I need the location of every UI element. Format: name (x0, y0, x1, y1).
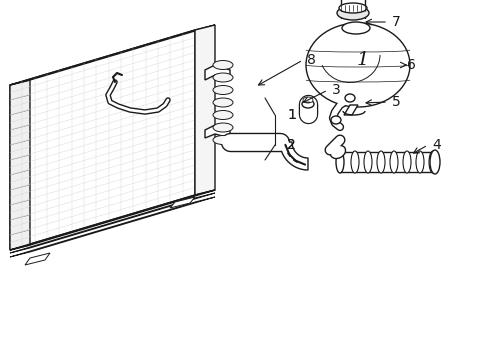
Polygon shape (10, 30, 195, 250)
Ellipse shape (213, 86, 233, 95)
Text: 1: 1 (287, 108, 296, 122)
Ellipse shape (429, 151, 437, 173)
Polygon shape (10, 190, 215, 250)
Polygon shape (10, 80, 30, 250)
Polygon shape (280, 142, 308, 170)
Ellipse shape (213, 111, 233, 120)
Ellipse shape (336, 151, 344, 173)
Text: 5: 5 (392, 95, 401, 109)
Ellipse shape (403, 151, 411, 173)
Text: 4: 4 (432, 138, 441, 152)
Ellipse shape (337, 6, 369, 20)
Ellipse shape (430, 150, 440, 174)
Ellipse shape (213, 135, 233, 144)
Polygon shape (205, 125, 230, 138)
Polygon shape (195, 25, 215, 195)
Polygon shape (205, 65, 230, 80)
Ellipse shape (302, 100, 314, 108)
Text: 2: 2 (287, 138, 296, 152)
Ellipse shape (342, 22, 370, 34)
Ellipse shape (331, 116, 341, 124)
Ellipse shape (213, 60, 233, 69)
Polygon shape (10, 193, 215, 253)
Ellipse shape (213, 73, 233, 82)
Ellipse shape (213, 98, 233, 107)
Ellipse shape (330, 145, 345, 158)
Ellipse shape (306, 23, 410, 107)
Ellipse shape (213, 123, 233, 132)
Ellipse shape (303, 97, 313, 103)
Ellipse shape (339, 3, 367, 13)
Text: 8: 8 (307, 53, 316, 67)
Ellipse shape (351, 151, 359, 173)
Text: 7: 7 (392, 15, 401, 29)
Text: 3: 3 (332, 83, 341, 97)
Polygon shape (344, 105, 358, 115)
Text: 6: 6 (407, 58, 416, 72)
Polygon shape (10, 25, 215, 85)
Polygon shape (10, 197, 215, 257)
Ellipse shape (390, 151, 398, 173)
Polygon shape (170, 197, 195, 208)
Text: 1: 1 (357, 51, 369, 69)
Ellipse shape (377, 151, 385, 173)
Ellipse shape (416, 151, 424, 173)
Polygon shape (25, 253, 50, 265)
Text: 1: 1 (287, 108, 296, 122)
Text: 2: 2 (287, 138, 296, 152)
Ellipse shape (364, 151, 372, 173)
Ellipse shape (345, 94, 355, 102)
